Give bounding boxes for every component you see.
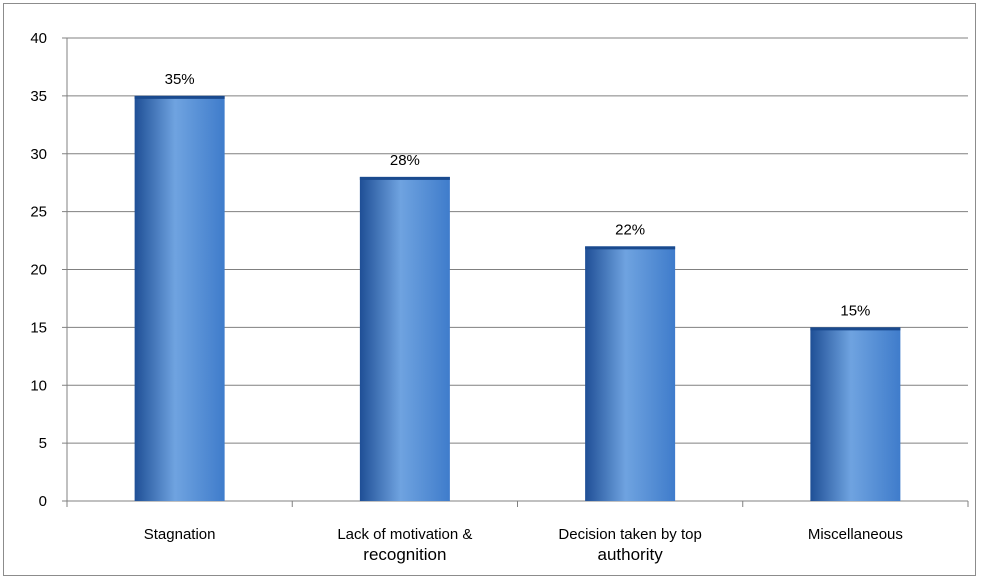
y-tick-label: 30 [30, 146, 47, 163]
x-axis-categories: Stagnation Lack of motivation & recognitio… [144, 526, 903, 564]
data-label: 22% [615, 221, 645, 238]
bar [810, 327, 901, 501]
x-category-label: Stagnation [144, 526, 216, 543]
y-tick-label: 15 [30, 319, 47, 336]
bar-top-edge [810, 327, 901, 331]
y-tick-label: 25 [30, 204, 47, 221]
data-label: 28% [390, 152, 420, 169]
x-category-label: Miscellaneous [808, 526, 903, 543]
bars [134, 95, 901, 501]
y-tick-label: 0 [39, 493, 47, 510]
bar [359, 176, 450, 501]
y-axis-ticks: 0 5 10 15 20 25 30 35 40 [30, 30, 47, 510]
bar-top-edge [585, 246, 676, 250]
bar [134, 95, 225, 501]
x-category-label: Decision taken by top [558, 526, 701, 543]
data-label: 35% [165, 71, 195, 88]
y-tick-label: 5 [39, 435, 47, 452]
bar-top-edge [359, 176, 450, 180]
data-label: 15% [840, 302, 870, 319]
y-tick-label: 10 [30, 377, 47, 394]
x-category-label: recognition [363, 545, 446, 564]
x-category-label: Lack of motivation & [337, 526, 472, 543]
y-tick-label: 35 [30, 88, 47, 105]
data-labels: 35% 28% 22% 15% [165, 71, 871, 320]
y-tick-label: 20 [30, 262, 47, 279]
y-tick-label: 40 [30, 30, 47, 47]
bar-top-edge [134, 95, 225, 99]
x-category-label: authority [598, 545, 664, 564]
bar [585, 246, 676, 501]
